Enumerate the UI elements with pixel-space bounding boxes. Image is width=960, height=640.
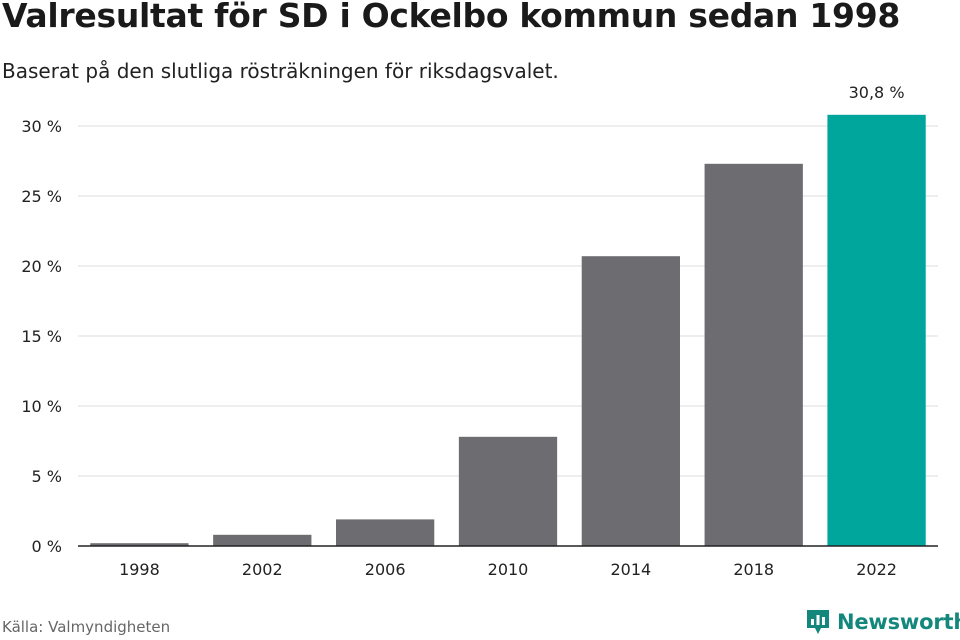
bar-1998	[90, 543, 189, 546]
y-tick-label: 5 %	[32, 467, 62, 486]
x-tick-label: 1998	[119, 560, 160, 579]
page-title: Valresultat för SD i Ockelbo kommun seda…	[2, 0, 901, 35]
gridlines	[78, 125, 938, 477]
x-tick-label: 2002	[242, 560, 283, 579]
x-axis-ticks: 1998 2002 2006 2010 2014 2018 2022	[119, 560, 897, 579]
newsworthy-logo-icon	[807, 610, 829, 634]
bar-2002	[213, 534, 312, 546]
y-tick-label: 10 %	[21, 397, 62, 416]
y-tick-label: 30 %	[21, 117, 62, 136]
newsworthy-logo: Newsworthy	[805, 608, 960, 636]
y-tick-label: 20 %	[21, 257, 62, 276]
bar-2022	[827, 114, 926, 547]
y-axis-ticks: 0 % 5 % 10 % 15 % 20 % 25 % 30 %	[21, 117, 62, 556]
y-tick-label: 0 %	[32, 537, 62, 556]
bar-2010	[458, 436, 558, 546]
bar-2014	[581, 256, 680, 546]
data-labels: 30,8 %	[849, 83, 905, 102]
bar-2018	[704, 163, 803, 547]
newsworthy-logo-text: Newsworthy	[837, 610, 960, 634]
y-tick-label: 25 %	[21, 187, 62, 206]
chart-subtitle: Baserat på den slutliga rösträkningen fö…	[2, 59, 559, 83]
bar-2006	[336, 519, 435, 546]
x-tick-label: 2014	[610, 560, 651, 579]
data-label: 30,8 %	[849, 83, 905, 102]
x-tick-label: 2006	[365, 560, 406, 579]
source-note: Källa: Valmyndigheten	[2, 618, 171, 636]
y-tick-label: 15 %	[21, 327, 62, 346]
bars	[90, 114, 926, 547]
x-tick-label: 2022	[856, 560, 897, 579]
x-tick-label: 2018	[733, 560, 774, 579]
x-tick-label: 2010	[488, 560, 529, 579]
bar-chart: 0 % 5 % 10 % 15 % 20 % 25 % 30 % 1998 2002 2006 2…	[21, 83, 938, 579]
